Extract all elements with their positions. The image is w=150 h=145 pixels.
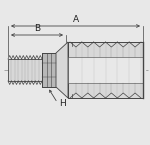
- Polygon shape: [68, 42, 143, 98]
- Polygon shape: [42, 53, 56, 87]
- Polygon shape: [68, 57, 143, 83]
- Polygon shape: [56, 42, 68, 98]
- Polygon shape: [8, 59, 42, 81]
- Text: B: B: [34, 24, 40, 33]
- Text: H: H: [60, 98, 66, 107]
- Text: A: A: [72, 15, 79, 24]
